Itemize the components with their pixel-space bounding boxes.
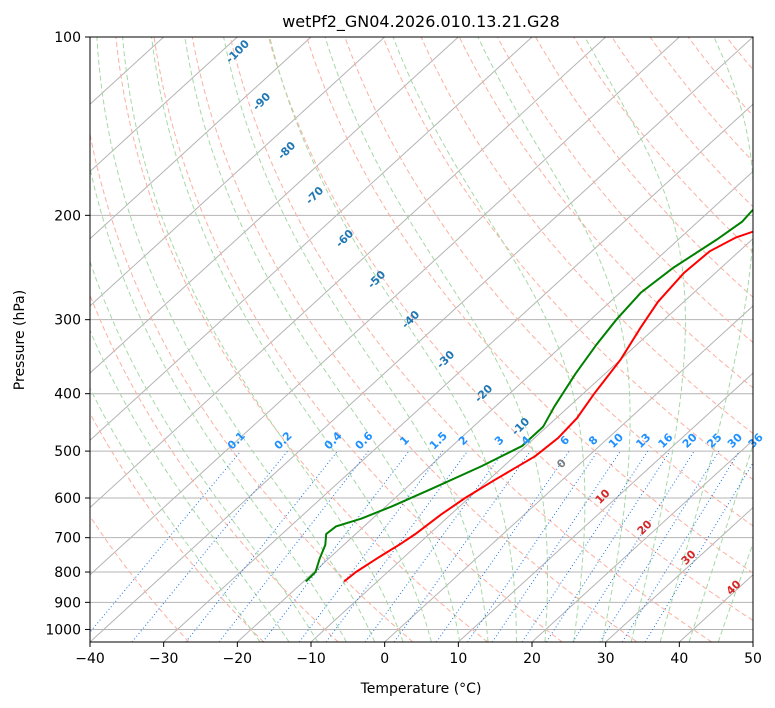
mixing-ratio-line xyxy=(185,450,338,642)
moist-adiabat-line xyxy=(477,37,631,642)
dry-adiabat-line xyxy=(191,37,638,642)
x-axis: −40 −30 −20 −10 0 10 20 30 40 50 xyxy=(75,642,762,667)
isotherm-line xyxy=(90,37,386,307)
x-tick-label: 40 xyxy=(670,651,688,667)
mixing-ratio-line xyxy=(298,450,444,642)
x-tick-label: 10 xyxy=(449,651,467,667)
isotherm-line xyxy=(384,305,753,642)
mixing-ratio-line xyxy=(644,461,753,642)
isotherm-line xyxy=(90,37,607,509)
plot-frame xyxy=(89,36,754,643)
y-axis-label: Pressure (hPa) xyxy=(12,290,28,390)
y-tick-label: 100 xyxy=(54,30,81,46)
moist-adiabat-line xyxy=(184,37,461,642)
dry-adiabat-line xyxy=(382,37,753,481)
moist-adiabat-line xyxy=(90,165,347,642)
y-tick-label: 1000 xyxy=(45,622,81,638)
dry-adiabat-line xyxy=(268,37,753,622)
mixing-ratio-line xyxy=(262,450,410,642)
y-tick-label: 700 xyxy=(54,531,81,547)
dry-adiabat-line xyxy=(90,131,414,642)
y-tick-label: 300 xyxy=(54,313,81,329)
moist-adiabat-line xyxy=(269,37,517,642)
x-tick-label: 0 xyxy=(380,651,389,667)
dry-adiabat-line xyxy=(496,37,753,344)
profile-line-1 xyxy=(343,230,753,583)
y-tick-label: 600 xyxy=(54,491,81,507)
dry-adiabat-line xyxy=(306,37,753,574)
isotherm-line xyxy=(90,37,680,576)
dry-adiabat-line xyxy=(90,293,339,642)
isotherm-line xyxy=(457,372,753,642)
moist-adiabat-line xyxy=(717,542,753,642)
x-tick-label: 30 xyxy=(597,651,615,667)
y-tick-label: 200 xyxy=(54,208,81,224)
dry-adiabat-line xyxy=(649,37,753,163)
dry-adiabat-line xyxy=(458,37,753,389)
isotherm-line xyxy=(236,170,753,642)
y-tick-label: 900 xyxy=(54,595,81,611)
mixing-ratio-line xyxy=(467,450,599,642)
profile-lines xyxy=(305,208,753,583)
x-tick-label: −30 xyxy=(149,651,179,667)
dry-adiabat-line xyxy=(115,37,488,642)
background-lines xyxy=(90,37,753,642)
mixing-ratio-line xyxy=(436,450,570,642)
chart-title: wetPf2_GN04.2026.010.13.21.G28 xyxy=(282,12,560,32)
x-tick-label: 20 xyxy=(523,651,541,667)
dry-adiabat-line xyxy=(420,37,753,434)
dry-adiabat-line xyxy=(90,515,190,642)
moist-adiabat-line xyxy=(324,37,548,642)
moist-adiabat-line xyxy=(90,387,261,642)
dry-adiabat-line xyxy=(611,37,753,208)
x-tick-label: 50 xyxy=(744,651,762,667)
mixing-ratio-line xyxy=(599,450,720,642)
isotherm-line xyxy=(90,37,312,240)
isotherm-line xyxy=(90,37,238,173)
x-tick-label: −40 xyxy=(75,651,105,667)
isotherm-line xyxy=(531,439,753,642)
moist-adiabat-line xyxy=(659,37,753,642)
moist-adiabat-line xyxy=(151,37,432,642)
moist-adiabat-line xyxy=(90,329,290,642)
x-tick-label: −20 xyxy=(223,651,253,667)
mixing-ratio-line xyxy=(545,450,671,642)
isotherm-line xyxy=(90,37,753,642)
x-axis-label: Temperature (°C) xyxy=(360,681,482,697)
isotherm-line xyxy=(90,37,459,374)
isotherm-line xyxy=(605,506,753,642)
moist-adiabat-line xyxy=(688,443,753,642)
moist-adiabat-line xyxy=(122,37,404,642)
y-tick-label: 800 xyxy=(54,565,81,581)
mixing-ratio-line xyxy=(131,450,288,642)
y-tick-label: 400 xyxy=(54,387,81,403)
mixing-ratio-line xyxy=(364,450,505,642)
moist-adiabat-line xyxy=(584,37,686,642)
moist-adiabat-line xyxy=(392,37,586,642)
dry-adiabat-line xyxy=(535,37,753,298)
y-axis: 100 200 300 400 500 600 700 800 900 1000 xyxy=(45,30,90,638)
dry-adiabat-line xyxy=(229,37,712,642)
isotherm-line xyxy=(163,103,753,642)
y-tick-label: 500 xyxy=(54,444,81,460)
profile-line-2 xyxy=(305,208,753,583)
moist-adiabat-line xyxy=(223,37,489,642)
mixing-ratio-line xyxy=(90,450,242,633)
x-tick-label: −10 xyxy=(296,651,326,667)
mixing-ratio-line xyxy=(393,450,531,642)
dry-adiabat-line xyxy=(344,37,753,527)
isotherm-line xyxy=(90,37,533,442)
